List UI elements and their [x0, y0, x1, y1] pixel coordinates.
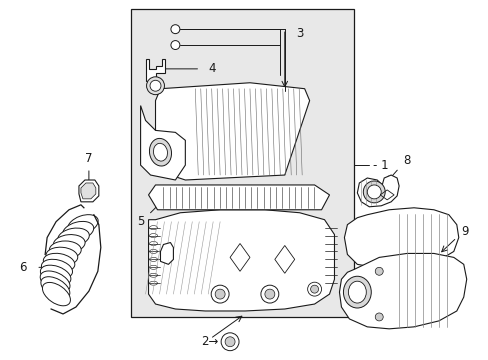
Text: 4: 4: [208, 62, 216, 75]
Text: 3: 3: [295, 27, 303, 40]
Ellipse shape: [40, 271, 70, 292]
Circle shape: [211, 285, 228, 303]
Text: 2→: 2→: [201, 335, 219, 348]
Text: 6: 6: [20, 261, 27, 274]
Ellipse shape: [347, 281, 366, 303]
Circle shape: [307, 282, 321, 296]
Circle shape: [374, 313, 383, 321]
Polygon shape: [155, 83, 309, 180]
Ellipse shape: [171, 41, 180, 50]
Ellipse shape: [43, 253, 75, 272]
Circle shape: [215, 289, 224, 299]
Ellipse shape: [42, 283, 70, 306]
Ellipse shape: [41, 265, 71, 285]
Ellipse shape: [41, 259, 72, 278]
Polygon shape: [148, 185, 329, 210]
Polygon shape: [148, 210, 334, 311]
Ellipse shape: [150, 80, 161, 91]
Text: 7: 7: [85, 152, 92, 165]
Ellipse shape: [149, 138, 171, 166]
Text: 9: 9: [460, 225, 468, 238]
Circle shape: [310, 285, 318, 293]
Ellipse shape: [67, 215, 98, 235]
Ellipse shape: [46, 247, 78, 265]
Ellipse shape: [146, 77, 164, 95]
Circle shape: [224, 337, 235, 347]
Polygon shape: [357, 175, 398, 207]
Polygon shape: [81, 183, 96, 199]
Polygon shape: [344, 208, 458, 267]
Ellipse shape: [49, 241, 81, 259]
Polygon shape: [160, 243, 173, 264]
Bar: [130, 9, 354, 317]
Text: - 1: - 1: [373, 159, 388, 172]
Circle shape: [374, 267, 383, 275]
Ellipse shape: [363, 181, 385, 203]
Circle shape: [221, 333, 239, 351]
Polygon shape: [339, 253, 466, 329]
Ellipse shape: [58, 228, 89, 247]
Ellipse shape: [343, 276, 370, 308]
Circle shape: [261, 285, 278, 303]
Ellipse shape: [153, 143, 167, 161]
Text: 5: 5: [137, 215, 144, 228]
Ellipse shape: [171, 25, 180, 33]
Polygon shape: [145, 59, 165, 81]
Ellipse shape: [62, 221, 94, 240]
Ellipse shape: [366, 185, 381, 199]
Circle shape: [264, 289, 274, 299]
Ellipse shape: [53, 235, 85, 253]
Polygon shape: [79, 180, 99, 202]
Ellipse shape: [41, 277, 70, 299]
Text: 8: 8: [403, 154, 410, 167]
Polygon shape: [141, 105, 185, 180]
